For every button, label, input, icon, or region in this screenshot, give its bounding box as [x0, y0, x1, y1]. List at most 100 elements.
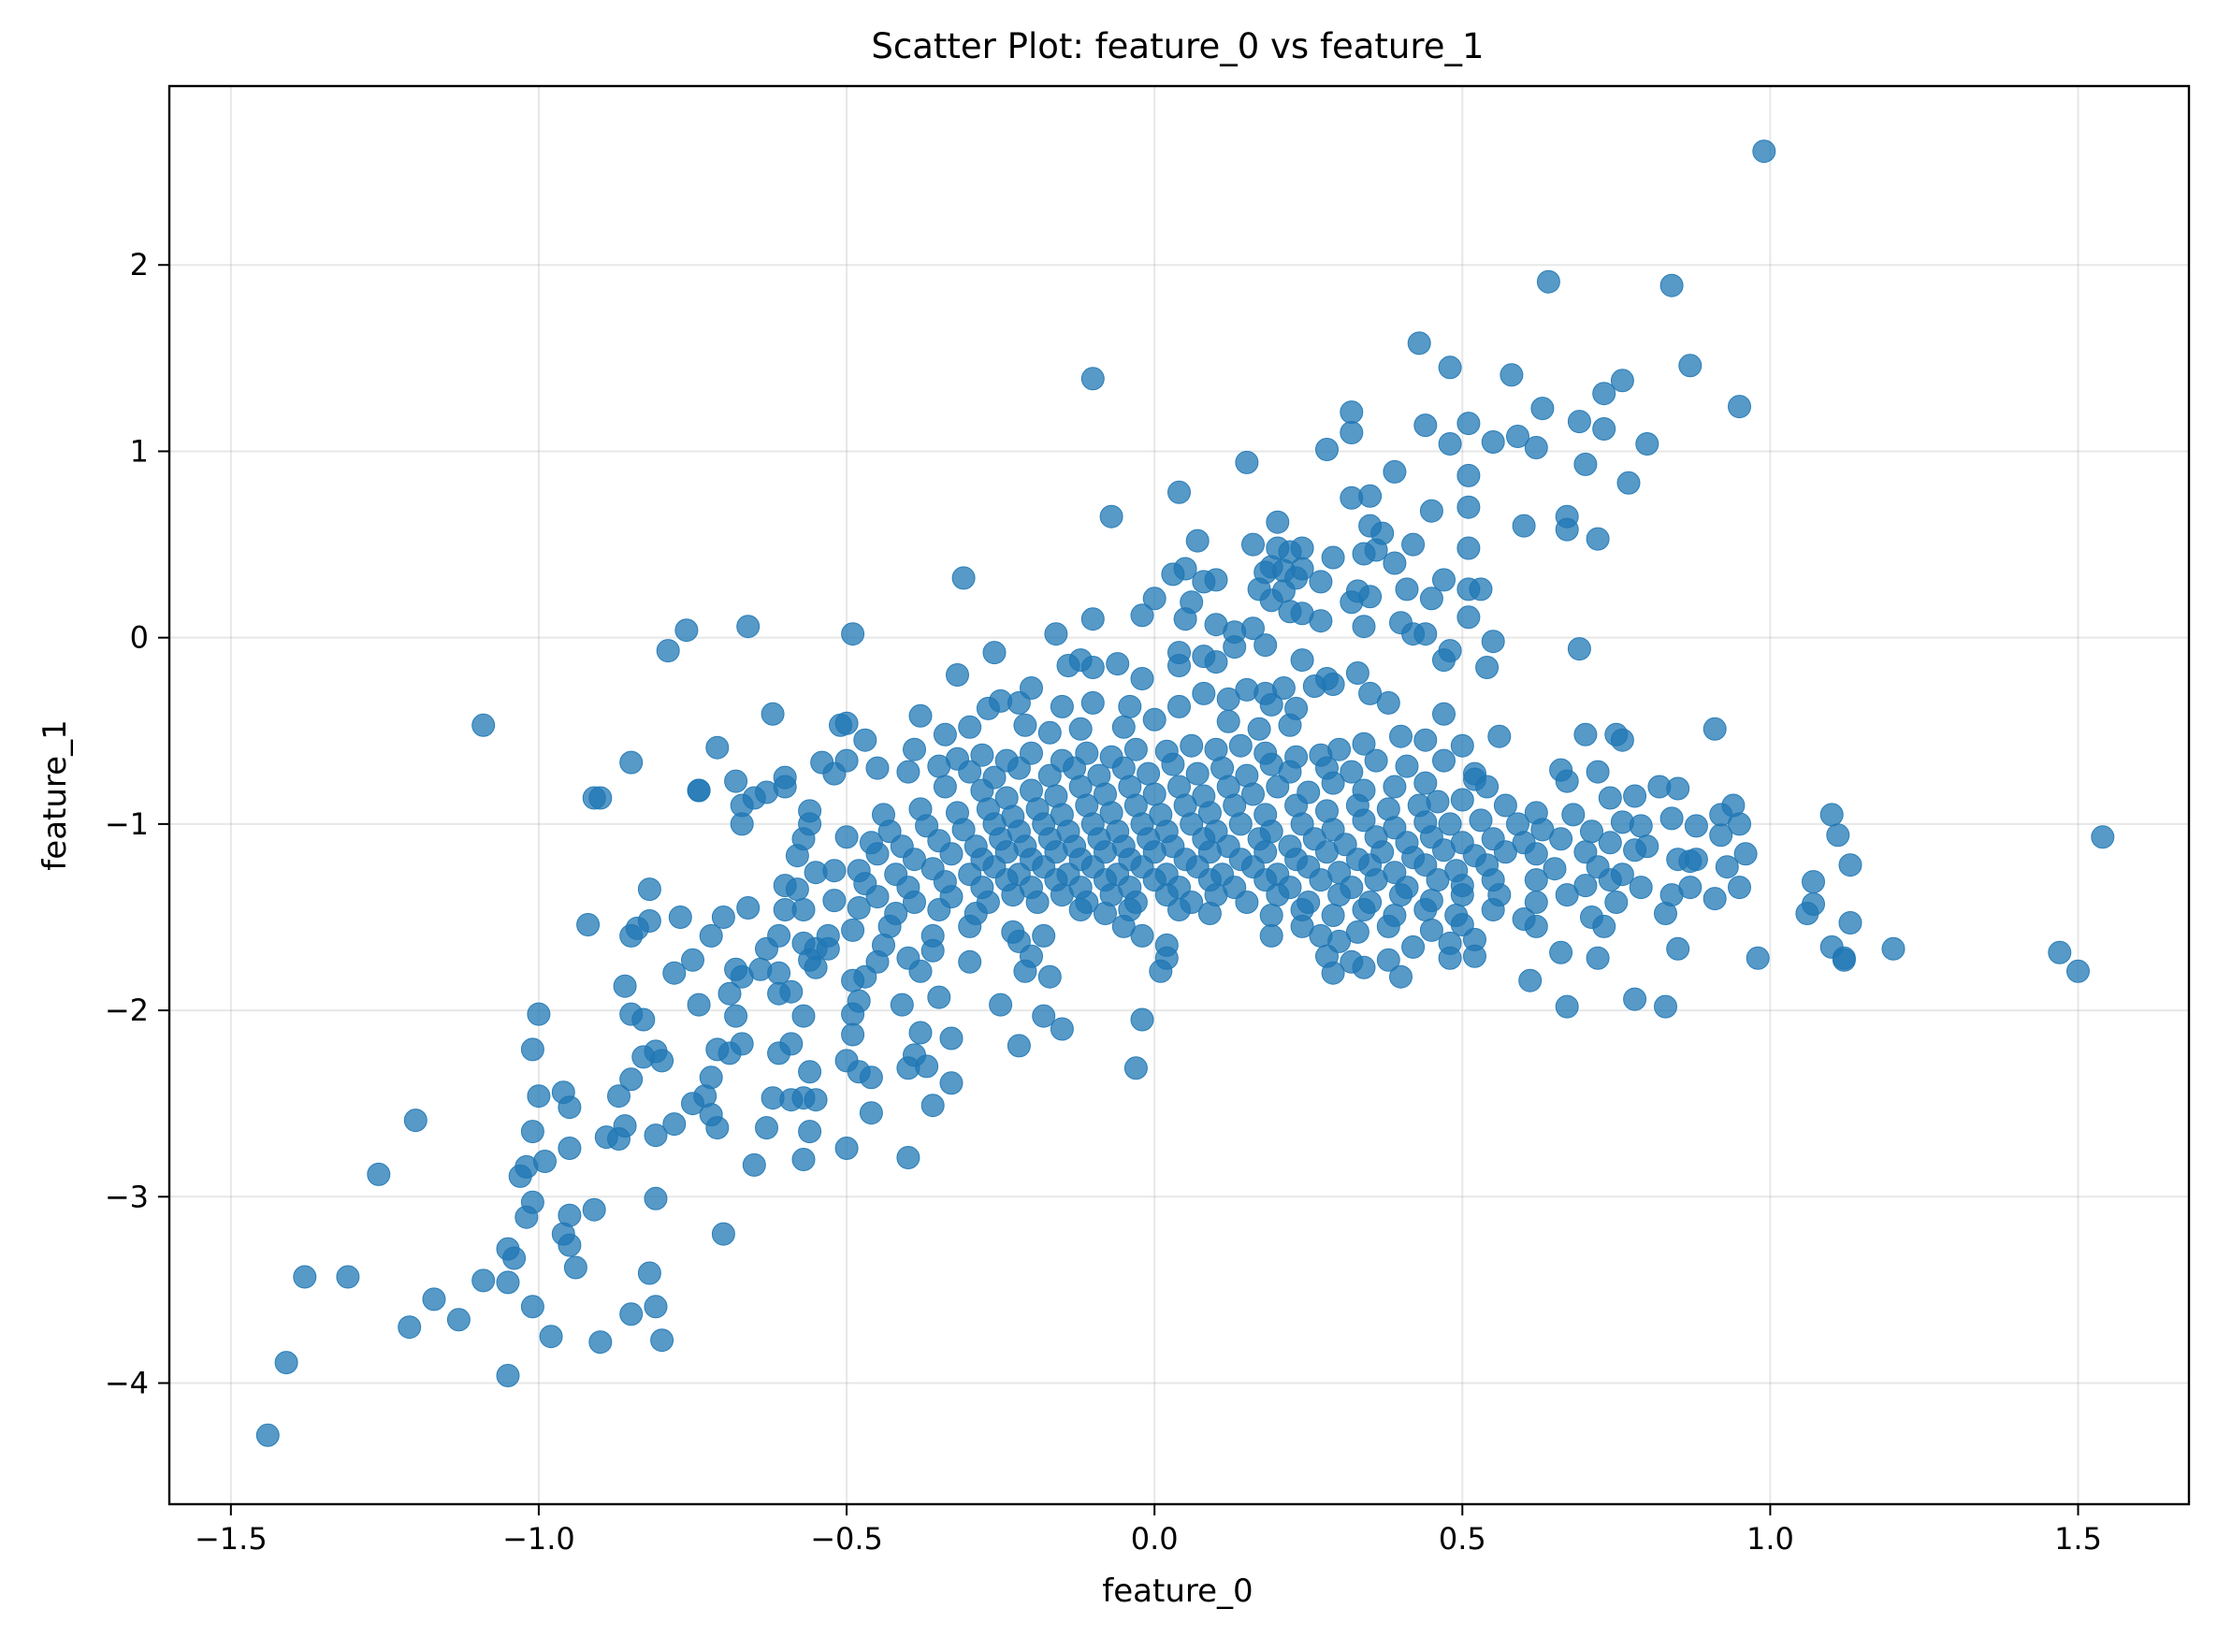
- scatter-point: [1204, 613, 1228, 637]
- scatter-point: [896, 760, 920, 784]
- scatter-point: [1032, 923, 1056, 948]
- scatter-point: [1500, 363, 1524, 387]
- scatter-point: [1456, 495, 1481, 519]
- scatter-point: [1413, 898, 1438, 921]
- scatter-point: [1364, 748, 1388, 773]
- scatter-point: [767, 961, 791, 985]
- scatter-point: [1530, 818, 1555, 842]
- scatter-point: [896, 1056, 920, 1080]
- scatter-point: [853, 728, 877, 752]
- scatter-point: [1438, 355, 1462, 380]
- scatter-point: [1438, 432, 1462, 456]
- scatter-point: [1530, 397, 1555, 421]
- scatter-point: [1167, 898, 1191, 921]
- scatter-point: [293, 1265, 317, 1289]
- scatter-point: [1383, 551, 1407, 575]
- scatter-point: [1080, 656, 1105, 679]
- scatter-point: [958, 914, 982, 938]
- scatter-point: [1383, 459, 1407, 484]
- x-axis-label: feature_0: [1102, 1572, 1253, 1610]
- scatter-point: [539, 1325, 563, 1349]
- scatter-point: [1567, 637, 1591, 661]
- scatter-point: [1007, 1034, 1031, 1058]
- scatter-point: [1413, 728, 1438, 752]
- scatter-point: [1586, 946, 1610, 970]
- scatter-point: [982, 641, 1007, 665]
- scatter-point: [711, 906, 735, 929]
- scatter-point: [1752, 139, 1776, 164]
- scatter-point: [398, 1315, 422, 1340]
- scatter-point: [1456, 536, 1481, 560]
- scatter-point: [785, 877, 809, 902]
- scatter-point: [1432, 702, 1456, 726]
- scatter-point: [1506, 425, 1529, 448]
- scatter-point: [834, 1049, 859, 1073]
- scatter-point: [1241, 616, 1265, 641]
- scatter-point: [1364, 538, 1388, 562]
- scatter-point: [958, 949, 982, 974]
- scatter-point: [1881, 936, 1905, 961]
- scatter-point: [1247, 717, 1271, 741]
- scatter-point: [1623, 838, 1647, 862]
- scatter-point: [1204, 650, 1228, 674]
- scatter-point: [1327, 883, 1352, 907]
- scatter-point: [1259, 923, 1283, 948]
- scatter-point: [908, 959, 933, 983]
- scatter-point: [1518, 968, 1543, 993]
- scatter-point: [1573, 722, 1598, 746]
- scatter-point: [674, 618, 699, 643]
- scatter-point: [946, 663, 969, 687]
- y-axis-label: feature_1: [36, 719, 74, 870]
- scatter-point: [717, 981, 742, 1006]
- scatter-point: [1438, 946, 1462, 970]
- y-tick-label: 0: [130, 620, 149, 656]
- scatter-point: [422, 1287, 446, 1311]
- scatter-point: [508, 1164, 532, 1188]
- scatter-point: [1106, 652, 1130, 676]
- scatter-point: [1185, 761, 1210, 786]
- scatter-point: [1598, 831, 1622, 855]
- scatter-point: [1321, 904, 1345, 927]
- scatter-point: [822, 859, 847, 883]
- scatter-point: [1666, 776, 1690, 801]
- scatter-point: [1401, 532, 1426, 557]
- scatter-point: [1543, 857, 1567, 881]
- scatter-point: [1001, 883, 1025, 907]
- scatter-point: [637, 877, 661, 902]
- x-tick-label: 1.0: [1746, 1521, 1794, 1557]
- scatter-point: [527, 1002, 551, 1026]
- scatter-point: [1610, 369, 1634, 393]
- scatter-point: [1068, 898, 1093, 921]
- scatter-point: [841, 968, 865, 993]
- scatter-point: [1475, 656, 1500, 679]
- scatter-point: [1080, 607, 1105, 631]
- scatter-point: [1389, 883, 1413, 907]
- scatter-point: [2066, 959, 2090, 983]
- x-tick-label: −1.5: [195, 1521, 268, 1557]
- scatter-point: [1080, 690, 1105, 715]
- y-tick-label: −4: [105, 1366, 149, 1401]
- scatter-point: [798, 1060, 822, 1084]
- scatter-point: [471, 713, 496, 737]
- scatter-point: [1684, 814, 1708, 838]
- x-axis-ticks: −1.5 −1.0 −0.5 0.0 0.5 1.0 1.5: [195, 1504, 2102, 1557]
- scatter-point: [1395, 754, 1419, 778]
- scatter-point: [903, 737, 926, 761]
- scatter-point: [558, 1095, 582, 1120]
- scatter-point: [1659, 806, 1684, 831]
- scatter-point: [1142, 707, 1166, 732]
- scatter-point: [1376, 914, 1400, 938]
- scatter-point: [699, 923, 723, 948]
- scatter-point: [1358, 681, 1383, 705]
- scatter-point: [1013, 959, 1037, 983]
- scatter-point: [798, 1120, 822, 1144]
- scatter-point: [890, 993, 914, 1017]
- scatter-point: [1432, 568, 1456, 592]
- scatter-point: [791, 1004, 816, 1028]
- scatter-point: [1123, 1056, 1148, 1080]
- scatter-point: [903, 891, 926, 914]
- scatter-point: [1524, 914, 1548, 938]
- scatter-point: [558, 1137, 582, 1160]
- scatter-point: [791, 1148, 816, 1171]
- scatter-point: [1266, 883, 1290, 907]
